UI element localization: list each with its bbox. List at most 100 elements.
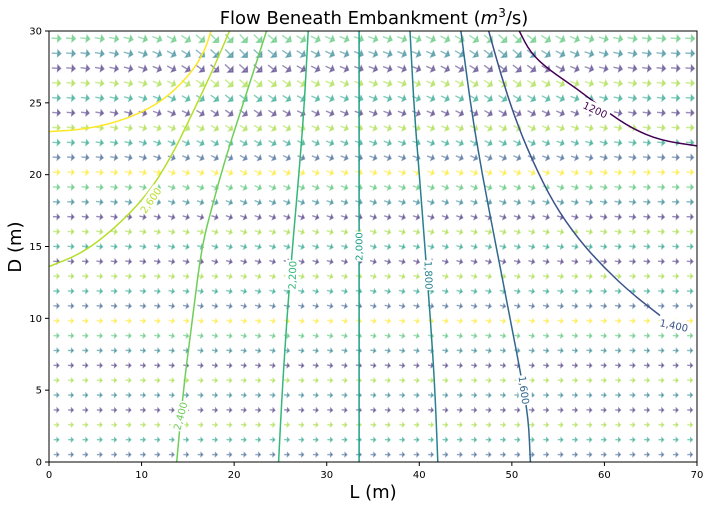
vector-arrow: [297, 272, 305, 280]
vector-arrow: [312, 302, 320, 310]
vector-arrow: [125, 242, 133, 251]
vector-arrow: [555, 49, 566, 59]
vector-arrow: [411, 94, 422, 103]
y-axis-title: D (m): [5, 221, 26, 272]
vector-arrow: [254, 272, 262, 280]
vector-arrow: [312, 317, 320, 325]
vector-arrow: [368, 64, 379, 73]
vector-arrow: [571, 347, 579, 354]
vector-arrow: [442, 391, 449, 399]
y-tick-label: 5: [36, 386, 42, 397]
vector-arrow: [139, 242, 147, 251]
vector-arrow: [412, 228, 421, 236]
vector-arrow: [571, 287, 579, 295]
vector-arrow: [658, 376, 665, 384]
vector-arrow: [556, 123, 565, 132]
vector-arrow: [154, 302, 161, 310]
vector-arrow: [212, 421, 219, 429]
vector-arrow: [442, 451, 449, 458]
vector-arrow: [110, 213, 118, 221]
vector-arrow: [468, 34, 480, 44]
vector-arrow: [283, 228, 291, 236]
vector-arrow: [556, 183, 565, 192]
vector-arrow: [413, 391, 420, 399]
vector-arrow: [369, 213, 378, 221]
vector-arrow: [139, 272, 147, 280]
vector-arrow: [312, 213, 320, 221]
vector-arrow: [485, 362, 492, 369]
vector-arrow: [96, 257, 104, 266]
vector-arrow: [152, 94, 162, 103]
vector-arrow: [411, 49, 422, 59]
vector-arrow: [498, 64, 508, 73]
vector-arrow: [469, 49, 479, 59]
vector-arrow: [643, 317, 651, 325]
vector-arrow: [499, 347, 507, 354]
vector-arrow: [658, 406, 665, 414]
vector-arrow: [384, 272, 392, 280]
vector-arrow: [628, 168, 637, 177]
vector-arrow: [527, 198, 536, 206]
vector-arrow: [512, 64, 522, 73]
vector-arrow: [642, 63, 652, 73]
vector-arrow: [425, 49, 436, 59]
vector-arrow: [485, 347, 492, 354]
vector-arrow: [211, 391, 219, 399]
x-tick-label: 70: [691, 470, 704, 481]
x-tick-label: 50: [505, 470, 518, 481]
vector-arrow: [456, 391, 463, 399]
vector-arrow: [499, 243, 507, 251]
vector-arrow: [614, 213, 622, 221]
y-tick-label: 25: [29, 98, 42, 109]
vector-arrow: [226, 421, 233, 429]
vector-arrow: [181, 138, 191, 147]
vector-arrow: [67, 242, 75, 251]
vector-arrow: [456, 332, 464, 340]
contour-label-bg: [579, 97, 612, 122]
vector-arrow: [80, 108, 90, 118]
vector-arrow: [66, 48, 77, 58]
vector-arrow: [426, 153, 436, 162]
vector-arrow: [542, 153, 551, 162]
vector-arrow: [125, 257, 133, 266]
vector-arrow: [224, 48, 234, 58]
vector-arrow: [470, 243, 478, 251]
vector-arrow: [167, 183, 176, 192]
vector-arrow: [153, 257, 161, 266]
vector-arrow: [239, 183, 248, 192]
contour-label-bg: [515, 374, 533, 406]
vector-arrow: [384, 228, 392, 236]
vector-arrow: [370, 287, 377, 295]
vector-arrow: [485, 391, 492, 399]
vector-arrow: [124, 138, 133, 147]
vector-arrow: [67, 257, 75, 266]
vector-arrow: [281, 49, 292, 59]
vector-arrow: [255, 377, 262, 384]
vector-arrow: [471, 406, 478, 414]
vector-arrow: [528, 228, 536, 236]
vector-arrow: [644, 451, 651, 458]
vector-arrow: [211, 347, 219, 354]
vector-arrow: [211, 377, 219, 384]
vector-arrow: [440, 79, 451, 88]
vector-arrow: [672, 213, 680, 221]
x-tick-label: 10: [135, 470, 148, 481]
vector-arrow: [139, 257, 147, 266]
vector-arrow: [67, 302, 75, 310]
vector-arrow: [586, 376, 593, 384]
vector-arrow: [513, 243, 521, 251]
vector-arrow: [284, 421, 291, 429]
vector-arrow: [384, 406, 391, 414]
vector-arrow: [670, 33, 682, 44]
vector-arrow: [269, 436, 276, 444]
vector-arrow: [383, 123, 393, 132]
vector-arrow: [341, 377, 348, 384]
vector-arrow: [138, 123, 148, 132]
vector-arrow: [269, 406, 276, 414]
vector-arrow: [125, 421, 132, 429]
vector-arrow: [82, 362, 89, 369]
vector-arrow: [267, 94, 277, 103]
vector-arrow: [456, 362, 463, 369]
vector-arrow: [152, 123, 162, 132]
